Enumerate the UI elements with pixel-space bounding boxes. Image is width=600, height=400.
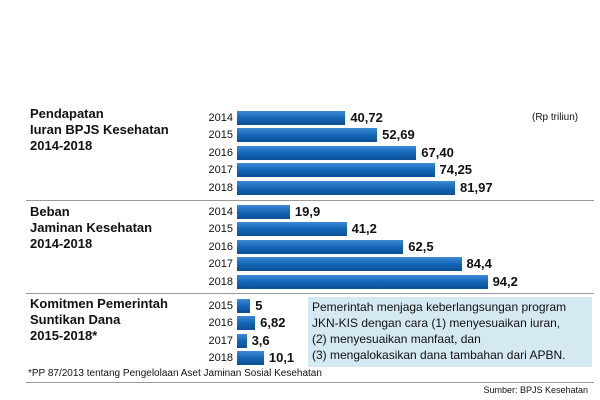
note-box: Pemerintah menjaga keberlangsungan progr… [308,297,592,367]
bar [237,163,435,178]
footnote: *PP 87/2013 tentang Pengelolaan Aset Jam… [28,368,322,379]
bar [237,111,346,125]
bar [237,128,378,143]
bar [237,274,488,289]
group-title: Pendapatan Iuran BPJS Kesehatan 2014-201… [30,106,169,153]
bar [237,299,251,313]
separator [26,200,594,201]
bar [237,145,417,160]
category-label: 2017 [208,164,233,177]
unit-label: (Rp triliun) [532,112,579,123]
value-label: 5 [255,298,263,313]
bar [237,257,462,272]
value-label: 40,72 [350,110,383,125]
category-label: 2015 [208,223,233,236]
bar [237,239,404,254]
category-label: 2015 [208,300,233,312]
category-label: 2018 [208,352,233,365]
category-label: 2017 [208,334,233,347]
value-label: 6,82 [260,315,286,331]
value-label: 94,2 [492,273,518,289]
group-title: Komitmen Pemerintah Suntikan Dana 2015-2… [30,296,168,343]
bar [237,222,347,237]
value-label: 84,4 [466,256,492,272]
source: Sumber: BPJS Kesehatan [483,385,588,395]
category-label: 2016 [208,317,233,330]
category-label: 2015 [208,129,233,142]
bar [237,205,290,219]
category-label: 2014 [208,112,233,124]
group-title: Beban Jaminan Kesehatan 2014-2018 [30,204,153,251]
value-label: 19,9 [294,204,321,219]
value-label: 67,40 [421,144,454,160]
category-label: 2018 [208,181,233,194]
category-label: 2018 [208,275,233,288]
value-label: 74,25 [439,162,473,178]
value-label: 3,6 [251,332,270,348]
bar [237,351,264,366]
bar [237,180,456,195]
bar [237,333,247,348]
category-label: 2016 [208,146,233,159]
value-label: 62,5 [408,238,434,254]
category-label: 2017 [208,258,233,271]
category-label: 2014 [208,206,233,218]
separator [26,382,594,383]
bar [237,316,256,331]
value-label: 10,1 [268,350,295,366]
value-label: 41,2 [351,221,377,237]
separator [26,293,594,294]
category-label: 2016 [208,240,233,253]
value-label: 52,69 [382,127,415,143]
value-label: 81,97 [460,179,493,195]
